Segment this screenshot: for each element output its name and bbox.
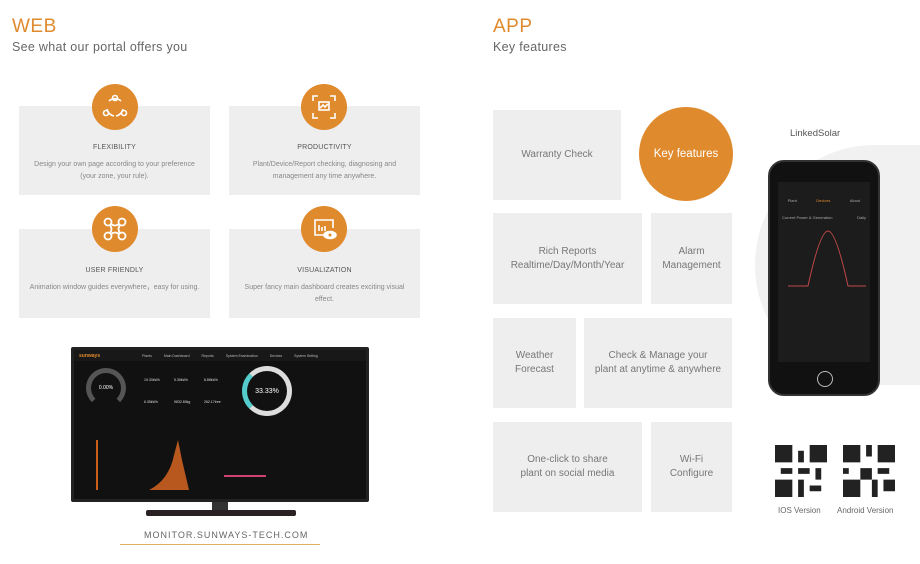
card-title: USER FRIENDLY xyxy=(85,267,144,274)
android-version-label: Android Version xyxy=(837,506,894,515)
phone-tab[interactable]: Plant xyxy=(787,198,797,203)
card-title: PRODUCTIVITY xyxy=(297,144,352,151)
nav-item[interactable]: Reports xyxy=(201,353,214,358)
stat: 8.88kWh xyxy=(204,378,218,382)
card-desc: Plant/Device/Report checking, diagnosing… xyxy=(252,161,397,180)
dashboard-nav: sunways Plants Main Dashboard Reports Sy… xyxy=(74,350,366,361)
monitor-scan-icon xyxy=(301,84,347,130)
ios-qr-code[interactable] xyxy=(775,445,827,497)
home-button[interactable] xyxy=(817,371,833,387)
nav-item[interactable]: Main Dashboard xyxy=(163,353,190,358)
card-desc: Design your own page according to your p… xyxy=(34,161,195,180)
phone-tab-active[interactable]: Devices xyxy=(816,198,831,203)
portal-url[interactable]: MONITOR.SUNWAYS-TECH.COM xyxy=(144,530,309,540)
efficiency-gauge: 0.00% xyxy=(86,368,126,408)
stat: 6.35kWh xyxy=(144,400,158,404)
feature-share: One-click to share plant on social media xyxy=(493,422,642,512)
dashboard-monitor: sunways Plants Main Dashboard Reports Sy… xyxy=(71,347,369,502)
sunways-logo: sunways xyxy=(79,352,101,359)
nav-item[interactable]: Plants xyxy=(142,353,152,358)
nav-item[interactable]: System Examination xyxy=(225,353,258,358)
cycle-icon xyxy=(92,84,138,130)
card-desc: Animation window guides everywhere，easy … xyxy=(29,284,200,291)
monitor-neck xyxy=(212,502,228,510)
web-subtitle: See what our portal offers you xyxy=(12,40,188,54)
key-features-circle: Key features xyxy=(639,107,733,201)
stat: 9832.80kg xyxy=(174,400,191,404)
card-title: VISUALIZATION xyxy=(297,267,352,274)
feature-weather-forecast: Weather Forecast xyxy=(493,318,576,408)
app-title: APP xyxy=(493,16,533,37)
card-title: FLEXIBILITY xyxy=(92,144,137,151)
card-desc: Super fancy main dashboard creates excit… xyxy=(244,284,405,303)
nodes-icon xyxy=(92,206,138,252)
ios-version-label: IOS Version xyxy=(778,506,821,515)
url-underline xyxy=(120,544,320,545)
dashboard-charts xyxy=(96,440,266,490)
phone-mockup: Plant Devices About Current Power & Gene… xyxy=(768,160,880,396)
phone-tab[interactable]: About xyxy=(849,198,861,203)
monitor-stand xyxy=(146,510,296,516)
web-title: WEB xyxy=(12,16,57,37)
ratio-ring: 33.33% xyxy=(242,366,292,416)
stat: 5.35kWh xyxy=(174,378,188,382)
feature-rich-reports: Rich Reports Realtime/Day/Month/Year xyxy=(493,213,642,304)
chart-selector[interactable]: Current Power & Generation xyxy=(782,215,833,220)
feature-alarm-management: Alarm Management xyxy=(651,213,732,304)
stat: 262.17tree xyxy=(204,400,221,404)
feature-wifi-configure: Wi-Fi Configure xyxy=(651,422,732,512)
nav-item[interactable]: Devices xyxy=(269,353,283,358)
app-subtitle: Key features xyxy=(493,40,567,54)
feature-warranty-check: Warranty Check xyxy=(493,110,621,200)
stat: 19.33kWh xyxy=(144,378,160,382)
feature-check-manage: Check & Manage your plant at anytime & a… xyxy=(584,318,732,408)
phone-label: LinkedSolar xyxy=(790,128,841,139)
power-curve xyxy=(788,230,866,287)
period-selector[interactable]: Daily xyxy=(857,215,866,220)
nav-item[interactable]: System Setting xyxy=(294,353,318,358)
chart-eye-icon xyxy=(301,206,347,252)
android-qr-code[interactable] xyxy=(843,445,895,497)
phone-screen: Plant Devices About Current Power & Gene… xyxy=(778,182,870,362)
